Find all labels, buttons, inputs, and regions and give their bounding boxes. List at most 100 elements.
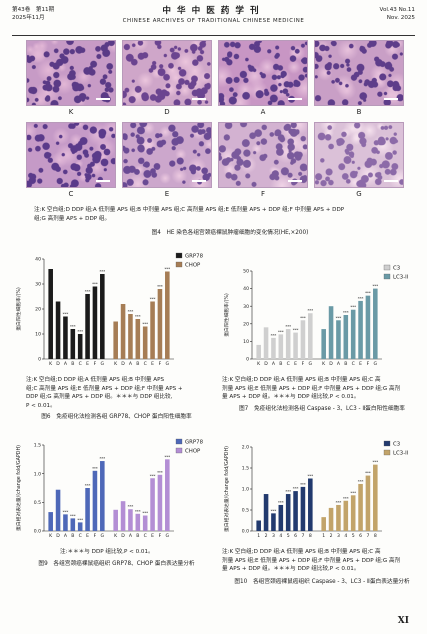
running-header: 第43卷 第11期 2025年11月 中华中医药学刊 CHINESE ARCHI… (12, 6, 415, 36)
bar-c3-8 (308, 478, 313, 531)
bar-chop-f (157, 474, 163, 531)
he-panel-d: D (122, 40, 212, 118)
x-tick-label: G (166, 361, 170, 367)
significance-marker: *** (157, 469, 163, 474)
x-tick-label: D (329, 361, 333, 367)
x-tick-label: 3 (337, 533, 340, 539)
scale-bar (384, 180, 398, 182)
micrograph-b (314, 40, 404, 106)
y-tick-label: 20 (35, 307, 41, 313)
journal-title-cn: 中华中医药学刊 (162, 6, 265, 16)
y-tick-label: 10 (35, 332, 41, 338)
x-tick-label: 3 (272, 533, 275, 539)
he-panel-b: B (314, 40, 404, 118)
legend-label: C3 (393, 265, 400, 271)
x-tick-label: K (257, 361, 261, 367)
significance-marker: *** (99, 269, 105, 274)
bar-c3-1 (256, 520, 261, 531)
bar-grp78-e (85, 488, 90, 531)
bar-lc3-ii-6 (358, 483, 363, 531)
bar-chop-a (128, 509, 133, 531)
figure-6-note: 注:K 空白组;D DDP 组;A 低剂量 APS 组;B 中剂量 APS 组;… (26, 376, 216, 410)
bar-grp78-d (55, 489, 61, 531)
bar-lc3-ii-a (336, 320, 341, 359)
significance-marker: *** (77, 517, 83, 522)
figure-6-title: 图6 免疫组化法检测各组 GRP78、CHOP 蛋白阳性细胞率 (41, 414, 192, 420)
bar-c3-k (256, 344, 261, 359)
x-tick-label: 6 (294, 533, 297, 539)
scale-bar (192, 98, 206, 100)
significance-marker: *** (358, 295, 364, 300)
scale-bar (288, 180, 302, 182)
figure-9-chart: 蛋白相对表达量/(change fold/GAPDH) 0.0 0.5 1.0 1.5 K… (14, 435, 214, 545)
y-tick-label: 0 (246, 357, 249, 363)
x-tick-label: 4 (344, 533, 347, 539)
bar-c3-c (285, 329, 291, 359)
note-line: 量 APS + DDP 组。＊＊＊与 DDP 组比较,P < 0.01。 (222, 394, 360, 401)
journal-title-en: CHINESE ARCHIVES OF TRADITIONAL CHINESE … (122, 18, 305, 24)
x-tick-label: K (49, 361, 53, 367)
note-line: 注:K 空白组;D DDP 组;A 低剂量 APS 组;B 中剂量 APS (26, 377, 165, 383)
x-tick-label: E (151, 533, 154, 539)
x-tick-label: F (159, 361, 162, 367)
bar-chop-b (135, 513, 141, 531)
bar-grp78-g (100, 274, 105, 359)
significance-marker: *** (128, 504, 134, 509)
figure-7-title: 图7 免疫组化法检测各组 Caspase - 3、LC3 - Ⅱ蛋白阳性细胞率 (239, 406, 405, 412)
figure-10-title: 图10 各组宫颈癌裸鼠癌组织 Caspase - 3、LC3 - Ⅱ蛋白表达量分… (234, 579, 410, 585)
x-tick-label: C (287, 361, 290, 367)
panel-label: D (164, 108, 170, 116)
bar-grp78-c (77, 522, 83, 531)
significance-marker: *** (150, 296, 156, 301)
bar-grp78-d (55, 301, 61, 359)
significance-marker: *** (271, 508, 277, 513)
y-tick-label: 1.0 (34, 471, 41, 477)
x-tick-label: K (114, 361, 118, 367)
figure-10-svg: 蛋白相对表达量/(change fold/GAPDH) 0.0 0.5 1.0 1.5 2… (223, 440, 409, 539)
significance-marker: *** (70, 513, 76, 518)
x-tick-label: A (337, 361, 341, 367)
legend-swatch (383, 273, 391, 280)
x-tick-label: E (86, 533, 89, 539)
y-tick-label: 20 (243, 321, 249, 327)
bar-chop-g (165, 271, 170, 359)
x-tick-label: B (71, 361, 74, 367)
bar-lc3-ii-b (343, 315, 349, 359)
panel-label: F (260, 190, 266, 198)
legend-swatch (175, 438, 183, 445)
he-panel-c: C (26, 122, 116, 200)
scale-bar (96, 180, 110, 182)
note-line: 剂量 APS 组;E 低剂量 APS + DDP 组;F 中剂量 APS + D… (222, 557, 401, 564)
significance-marker: *** (350, 490, 356, 495)
bar-c3-g (308, 313, 313, 359)
figure-4-row-2: C E F G (26, 122, 404, 200)
x-tick-label: 8 (309, 533, 312, 539)
x-tick-label: A (129, 361, 133, 367)
scale-bar (96, 98, 110, 100)
bar-chop-a (128, 314, 133, 359)
legend-label: GRP78 (185, 253, 204, 259)
figure-7-chart: 蛋白阳性细胞率/(%) 0 10 20 30 40 50 K D *** A *** B *** C *** E… (222, 245, 422, 375)
legend-swatch (175, 447, 183, 454)
panel-label: A (260, 108, 266, 116)
x-tick-label: G (374, 361, 378, 367)
x-tick-label: F (94, 361, 97, 367)
significance-marker: *** (77, 329, 83, 334)
bar-chop-f (157, 289, 163, 359)
x-tick-label: A (272, 361, 276, 367)
y-axis-label: 蛋白阳性细胞率/(%) (15, 287, 22, 331)
he-panel-g: G (314, 122, 404, 200)
bar-chop-e (150, 478, 155, 531)
panel-label: C (68, 190, 74, 198)
figure-10-chart: 蛋白相对表达量/(change fold/GAPDH) 0.0 0.5 1.0 1.5 2… (222, 435, 422, 545)
x-tick-label: 6 (359, 533, 362, 539)
bar-lc3-ii-8 (373, 464, 378, 531)
y-tick-label: 1.0 (242, 487, 249, 493)
x-tick-label: B (136, 361, 139, 367)
x-tick-label: 5 (287, 533, 290, 539)
significance-marker: *** (365, 470, 371, 475)
x-tick-label: 8 (374, 533, 377, 539)
x-tick-label: K (322, 361, 326, 367)
legend-label: GRP78 (185, 439, 204, 445)
